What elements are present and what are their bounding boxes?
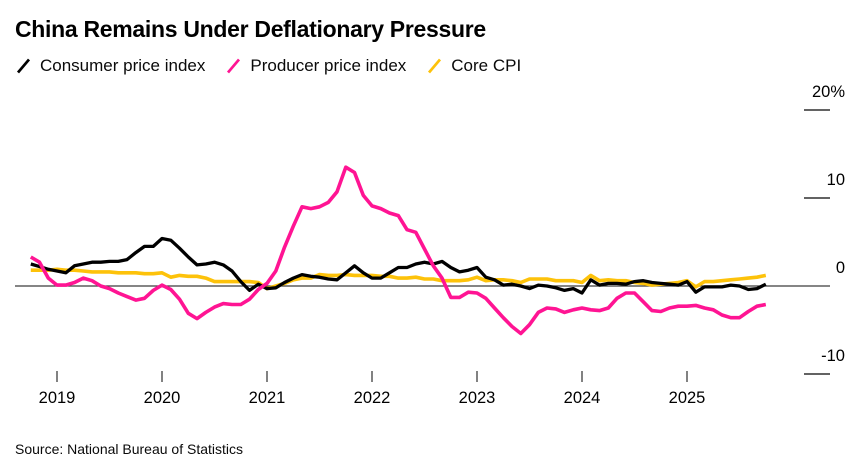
x-axis-tick-label: 2021 [248, 389, 286, 407]
x-axis-tick-label: 2023 [458, 389, 496, 407]
legend-item-label: Producer price index [250, 56, 407, 75]
legend-item-label: Core CPI [451, 56, 522, 75]
legend-item: Core CPI [426, 56, 521, 76]
x-axis-tick-label: 2022 [353, 389, 391, 407]
x-axis-tick-label: 2024 [563, 389, 601, 407]
x-axis-tick-label: 2019 [38, 389, 76, 407]
legend-slash-icon [428, 58, 442, 74]
legend-item-label: Consumer price index [40, 56, 206, 75]
source-note: Source: National Bureau of Statistics [15, 441, 244, 457]
legend-item: Producer price index [225, 56, 406, 76]
chart-title: China Remains Under Deflationary Pressur… [15, 16, 486, 42]
y-axis-tick-label: 10 [826, 171, 845, 189]
y-axis-tick-label: 20% [811, 83, 845, 101]
legend: Consumer price index Producer price inde… [15, 56, 541, 76]
y-axis-tick-label: -10 [821, 347, 845, 365]
x-axis-tick-label: 2025 [668, 389, 706, 407]
legend-item: Consumer price index [15, 56, 205, 76]
x-axis-tick-label: 2020 [143, 389, 181, 407]
legend-slash-icon [16, 58, 31, 74]
legend-slash-icon [227, 58, 241, 74]
y-axis-tick-label: 0 [835, 259, 845, 277]
